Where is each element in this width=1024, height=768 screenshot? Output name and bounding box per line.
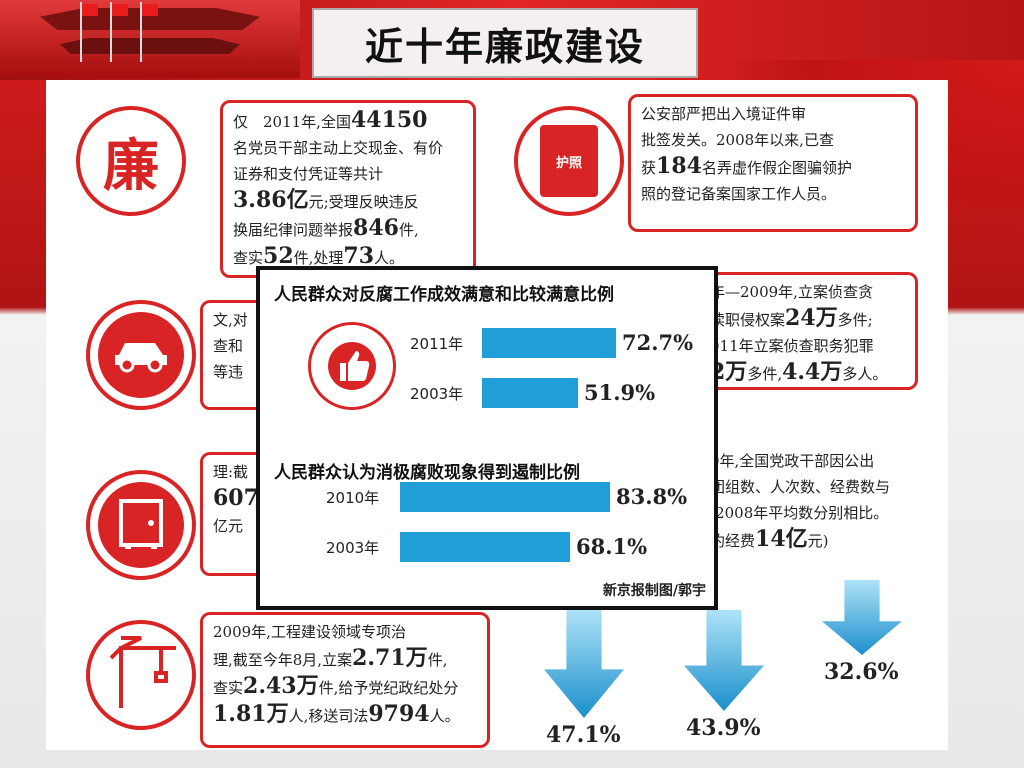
- text: 查和: [213, 337, 244, 355]
- bar-category-label: 2010年: [326, 489, 380, 507]
- bar-value-label: 83.8%: [616, 484, 688, 509]
- highlight: 2.71万: [352, 645, 428, 671]
- flagpole: [140, 2, 142, 62]
- bar-category-label: 2003年: [326, 539, 380, 557]
- text: 换届纪律问题举报: [233, 221, 354, 239]
- flagpole: [80, 2, 82, 62]
- info-box-4: 年—2009年,立案侦查贪 渎职侵权案24万多件; 011年立案侦查职务犯罪 2…: [700, 272, 918, 390]
- info-box-1: 仅 2011年,全国44150 名党员干部主动上交现金、有价 证券和支付凭证等共…: [220, 100, 476, 278]
- red-flag: [112, 4, 128, 16]
- text: 亿元: [213, 517, 244, 535]
- bar-value-label: 68.1%: [576, 534, 648, 559]
- credit: 新京报制图/郭宇: [602, 583, 706, 599]
- text: 年—2009年,立案侦查贪: [710, 283, 873, 301]
- text: 名弄虚作假企图骗领护: [701, 159, 852, 177]
- text: 名党员干部主动上交现金、有价: [233, 139, 444, 157]
- highlight: 1.81万: [213, 701, 289, 727]
- text: 件,给予党纪政纪处分: [318, 679, 459, 697]
- highlight: 607: [213, 485, 259, 511]
- text: 多件,: [747, 365, 783, 383]
- highlight: 184: [656, 153, 702, 179]
- highlight: 2.43万: [243, 673, 319, 699]
- lian-icon-circle: 廉: [76, 106, 186, 216]
- title-box: 近十年廉政建设: [312, 8, 698, 78]
- bar-value-label: 51.9%: [584, 380, 656, 405]
- highlight: 846: [353, 215, 399, 241]
- highlight: 3.86亿: [233, 187, 309, 213]
- text: 011年立案侦查职务犯罪: [710, 337, 874, 355]
- passport-icon: 护照: [540, 125, 598, 197]
- text: 人。: [429, 707, 460, 725]
- info-box-6: 0年,全国党政干部因公出 团组数、人次数、经费数与 -2008年平均数分别相比。…: [700, 444, 940, 562]
- text: 元;受理反映违反: [308, 193, 419, 211]
- crane-icon: [101, 633, 181, 717]
- safe-icon-circle: [86, 470, 196, 580]
- red-flag: [82, 4, 98, 16]
- highlight: 4.4万: [782, 359, 843, 385]
- text: 件,处理: [293, 249, 344, 267]
- text: 人。: [374, 249, 405, 267]
- text: 件,: [427, 651, 448, 669]
- text: 文,对: [213, 311, 248, 329]
- text: 理:截: [213, 463, 249, 481]
- text: 件,: [398, 221, 419, 239]
- bar-value-label: 72.7%: [622, 330, 694, 355]
- passport-icon-circle: [514, 106, 624, 216]
- chart1-title: 人民群众对反腐工作成效满意和比较满意比例: [274, 285, 614, 305]
- text: 团组数、人次数、经费数与: [710, 478, 891, 496]
- text: 仅 2011年,全国: [233, 113, 351, 131]
- text: 照的登记备案国家工作人员。: [641, 185, 837, 203]
- text: 证券和支付凭证等共计: [233, 165, 384, 183]
- highlight: 73: [343, 243, 375, 269]
- text: 理,截至今年8月,立案: [213, 651, 353, 669]
- car-icon: [98, 312, 184, 398]
- text: 0年,全国党政干部因公出: [710, 452, 875, 470]
- bar: [482, 328, 616, 358]
- bar: [482, 378, 578, 408]
- text: 获: [641, 159, 657, 177]
- text: 公安部严把出入境证件审: [641, 105, 807, 123]
- gate-roof-lower: [60, 38, 240, 54]
- bar-category-label: 2003年: [410, 385, 464, 403]
- text: 多人。: [842, 365, 888, 383]
- thumbs-up-icon: [308, 322, 396, 410]
- page-title: 近十年廉政建设: [364, 23, 645, 69]
- arrow-value-label: 47.1%: [546, 722, 621, 748]
- car-icon-circle: [86, 300, 196, 410]
- text: 约经费: [710, 532, 756, 550]
- bar: [400, 482, 610, 512]
- text: 查实: [213, 679, 244, 697]
- text: 渎职侵权案: [710, 311, 786, 329]
- info-box-2: 公安部严把出入境证件审 批签发关。2008年以来,已查 获184名弄虚作假企图骗…: [628, 94, 918, 232]
- chart2-title: 人民群众认为消极腐败现象得到遏制比例: [274, 463, 580, 483]
- tiananmen-image: [0, 0, 300, 78]
- crane-icon-circle: [86, 620, 196, 730]
- text: -2008年平均数分别相比。: [710, 504, 889, 522]
- bar-category-label: 2011年: [410, 335, 464, 353]
- arrow-value-label: 43.9%: [686, 715, 761, 741]
- highlight: 52: [263, 243, 294, 269]
- text: 等违: [213, 363, 244, 381]
- survey-chart-overlay: 人民群众对反腐工作成效满意和比较满意比例 2011年 72.7% 2003年 51.9…: [256, 266, 718, 610]
- bar: [400, 532, 570, 562]
- text: 2009年,工程建设领域专项治: [213, 623, 406, 641]
- flagpole: [110, 2, 112, 62]
- highlight: 24万: [785, 305, 838, 331]
- info-box-7: 2009年,工程建设领域专项治 理,截至今年8月,立案2.71万件, 查实2.4…: [200, 612, 490, 748]
- text: 人,移送司法: [288, 707, 369, 725]
- red-flag: [142, 4, 158, 16]
- text: 多件;: [837, 311, 873, 329]
- highlight: 9794: [368, 701, 430, 727]
- highlight: 44150: [350, 107, 428, 133]
- safe-icon: [98, 482, 184, 568]
- highlight: 14亿: [755, 526, 808, 552]
- lian-icon: 廉: [103, 132, 159, 199]
- text: 批签发关。2008年以来,已查: [641, 131, 834, 149]
- text: 查实: [233, 249, 264, 267]
- text: 元): [807, 532, 829, 550]
- arrow-value-label: 32.6%: [824, 659, 899, 685]
